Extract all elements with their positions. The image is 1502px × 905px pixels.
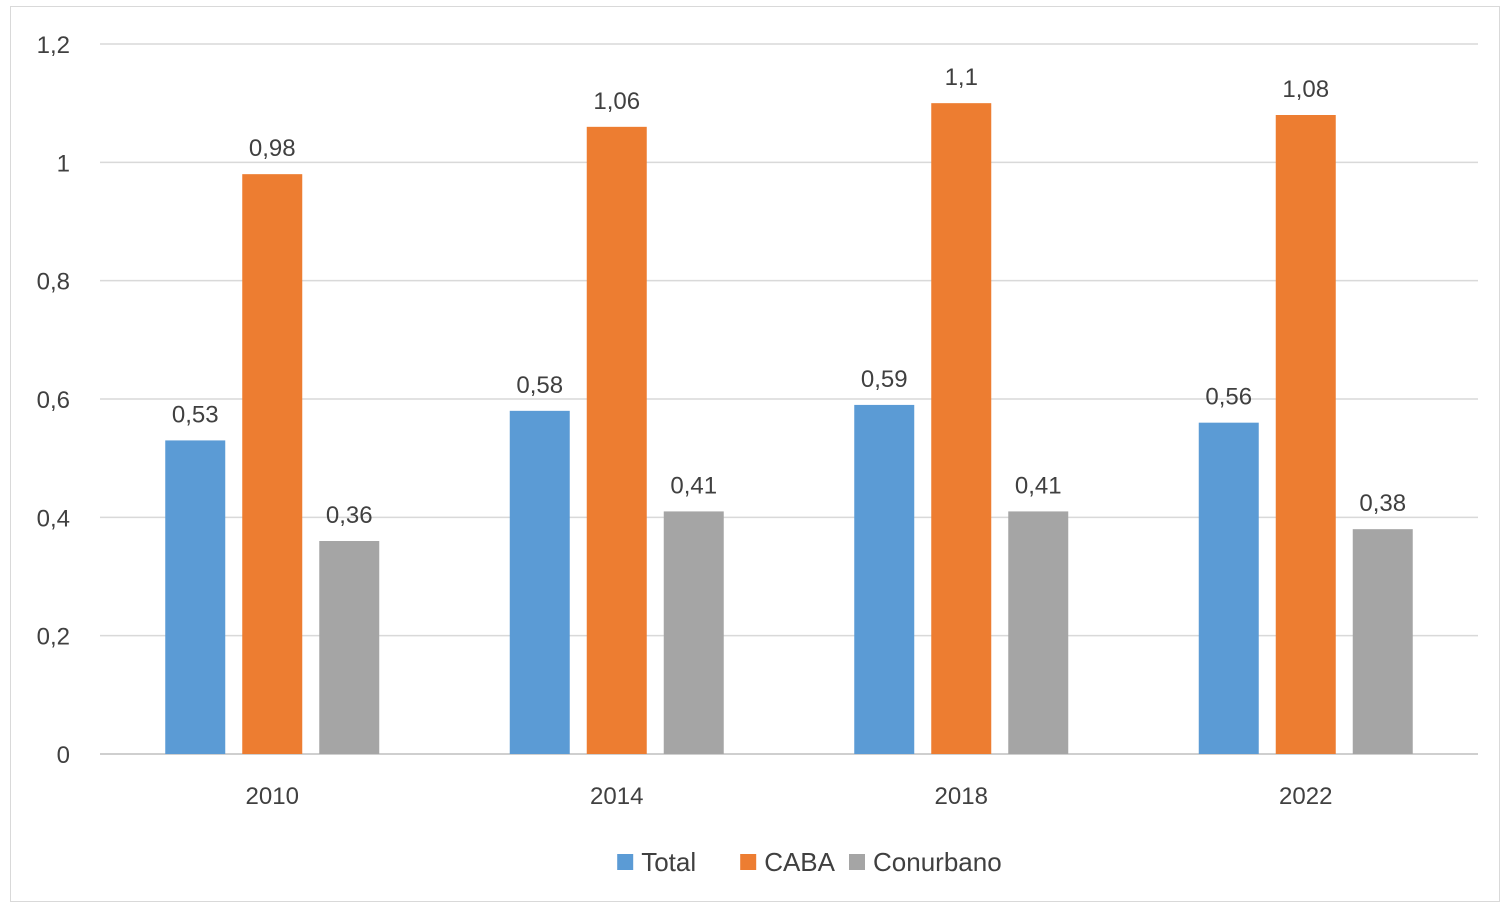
y-tick-label: 1 [57, 150, 70, 177]
data-label: 0,41 [670, 472, 717, 499]
bar-total-2014 [509, 410, 570, 754]
data-labels: 0,53 0,98 0,36 0,58 1,06 0,41 0,59 1,1 0,41 0,56 1… [172, 64, 1406, 529]
bar-conurbano-2010 [319, 541, 380, 754]
x-axis: 2010 2014 2018 2022 [246, 783, 1333, 810]
bar-total-2018 [854, 404, 915, 754]
x-tick-label: 2022 [1279, 783, 1332, 810]
data-label: 0,56 [1205, 384, 1252, 411]
data-label: 0,59 [861, 366, 908, 393]
y-tick-label: 0,4 [37, 505, 70, 532]
legend: Total CABA Conurbano [617, 847, 1002, 877]
y-tick-label: 0,8 [37, 269, 70, 296]
y-tick-label: 0,6 [37, 387, 70, 414]
bar-conurbano-2022 [1352, 529, 1413, 754]
bars [165, 103, 1413, 755]
data-label: 1,06 [593, 88, 640, 115]
bar-conurbano-2014 [663, 511, 724, 754]
legend-swatch-caba [740, 854, 757, 870]
y-tick-label: 1,2 [37, 32, 70, 59]
bar-caba-2014 [586, 126, 647, 755]
data-label: 1,1 [945, 64, 978, 91]
x-tick-label: 2014 [590, 783, 643, 810]
data-label: 0,41 [1015, 472, 1062, 499]
legend-label-total: Total [641, 847, 696, 877]
bar-caba-2018 [931, 103, 992, 754]
bar-caba-2022 [1275, 115, 1336, 754]
x-tick-label: 2010 [246, 783, 299, 810]
legend-swatch-total [617, 854, 634, 870]
legend-label-caba: CABA [764, 847, 835, 877]
x-tick-label: 2018 [935, 783, 988, 810]
gridlines [100, 43, 1478, 755]
data-label: 0,98 [249, 135, 296, 162]
y-tick-label: 0 [57, 742, 70, 769]
data-label: 1,08 [1282, 76, 1329, 103]
data-label: 0,36 [326, 502, 373, 529]
legend-swatch-conurbano [849, 854, 865, 870]
legend-label-conurbano: Conurbano [873, 847, 1002, 877]
y-tick-label: 0,2 [37, 624, 70, 651]
data-label: 0,38 [1359, 490, 1406, 517]
bar-caba-2010 [242, 174, 303, 754]
bar-total-2010 [165, 440, 226, 754]
bar-total-2022 [1198, 422, 1259, 754]
bar-conurbano-2018 [1008, 511, 1069, 754]
data-label: 0,53 [172, 401, 219, 428]
y-axis-ticks: 0 0,2 0,4 0,6 0,8 1 1,2 [37, 32, 70, 769]
data-label: 0,58 [516, 372, 563, 399]
